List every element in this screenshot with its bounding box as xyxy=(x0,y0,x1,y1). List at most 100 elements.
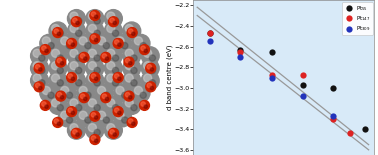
Circle shape xyxy=(98,37,105,45)
Circle shape xyxy=(113,109,132,127)
Circle shape xyxy=(51,62,60,70)
Circle shape xyxy=(104,121,122,139)
Circle shape xyxy=(76,129,82,136)
Circle shape xyxy=(108,128,118,138)
Circle shape xyxy=(146,63,156,73)
Circle shape xyxy=(56,91,66,101)
Circle shape xyxy=(36,83,40,88)
Circle shape xyxy=(88,12,96,20)
Circle shape xyxy=(67,72,85,90)
Circle shape xyxy=(144,49,147,53)
Circle shape xyxy=(79,86,87,95)
Circle shape xyxy=(70,124,78,132)
Circle shape xyxy=(125,24,133,33)
Circle shape xyxy=(61,37,69,45)
Circle shape xyxy=(77,109,94,127)
Circle shape xyxy=(49,72,67,90)
Circle shape xyxy=(51,99,60,107)
Circle shape xyxy=(68,74,73,78)
Circle shape xyxy=(70,49,78,57)
Circle shape xyxy=(57,32,60,35)
Circle shape xyxy=(104,59,122,77)
Circle shape xyxy=(67,73,77,82)
Circle shape xyxy=(135,86,143,95)
Circle shape xyxy=(86,10,104,28)
Pt$_{309}$ xyxy=(269,76,275,79)
Circle shape xyxy=(115,108,119,112)
Circle shape xyxy=(90,34,100,44)
Circle shape xyxy=(79,52,89,62)
Circle shape xyxy=(107,49,115,57)
Circle shape xyxy=(71,43,74,46)
Circle shape xyxy=(127,28,137,38)
Pt$_{147}$ xyxy=(237,50,243,53)
Pt$_{309}$ xyxy=(330,115,336,117)
Circle shape xyxy=(116,37,124,45)
Pt$_{309}$ xyxy=(301,95,307,97)
Circle shape xyxy=(73,18,77,22)
Circle shape xyxy=(76,30,82,36)
Circle shape xyxy=(150,68,154,71)
Circle shape xyxy=(112,55,119,61)
Circle shape xyxy=(60,62,64,65)
Circle shape xyxy=(91,113,96,117)
Pt$_{147}$ xyxy=(207,32,213,34)
Circle shape xyxy=(42,37,50,45)
Circle shape xyxy=(125,49,133,57)
Circle shape xyxy=(149,80,156,86)
Circle shape xyxy=(124,91,134,101)
Circle shape xyxy=(139,45,149,55)
Circle shape xyxy=(125,74,133,82)
Circle shape xyxy=(132,84,150,102)
Circle shape xyxy=(70,62,78,70)
Circle shape xyxy=(125,62,133,70)
Circle shape xyxy=(79,111,87,119)
Circle shape xyxy=(42,86,50,95)
Circle shape xyxy=(144,105,147,108)
Circle shape xyxy=(94,55,100,61)
Circle shape xyxy=(94,18,100,24)
Circle shape xyxy=(85,42,91,49)
Circle shape xyxy=(94,80,100,86)
Circle shape xyxy=(147,65,152,69)
Circle shape xyxy=(95,109,113,127)
Circle shape xyxy=(49,47,67,65)
Circle shape xyxy=(90,135,100,144)
Circle shape xyxy=(39,86,42,90)
Circle shape xyxy=(132,34,150,52)
Circle shape xyxy=(86,121,104,139)
Circle shape xyxy=(81,54,85,58)
Circle shape xyxy=(95,34,113,52)
Circle shape xyxy=(105,57,109,60)
Circle shape xyxy=(132,122,135,125)
Circle shape xyxy=(39,55,45,61)
Legend: Pt$_{55}$, Pt$_{147}$, Pt$_{309}$: Pt$_{55}$, Pt$_{147}$, Pt$_{309}$ xyxy=(342,2,373,35)
Circle shape xyxy=(57,30,64,36)
Circle shape xyxy=(76,80,82,86)
Circle shape xyxy=(123,59,141,77)
Circle shape xyxy=(125,58,130,63)
Circle shape xyxy=(105,97,109,101)
Circle shape xyxy=(88,74,96,82)
Circle shape xyxy=(51,49,60,57)
Circle shape xyxy=(40,34,58,52)
Circle shape xyxy=(67,10,85,28)
Circle shape xyxy=(113,84,132,102)
Circle shape xyxy=(88,99,96,107)
Circle shape xyxy=(94,104,100,111)
Circle shape xyxy=(90,73,100,82)
Circle shape xyxy=(122,92,128,98)
Circle shape xyxy=(141,72,159,90)
Circle shape xyxy=(67,38,77,48)
Circle shape xyxy=(141,46,145,50)
Circle shape xyxy=(88,62,96,70)
Circle shape xyxy=(67,96,85,114)
Circle shape xyxy=(112,67,119,74)
Circle shape xyxy=(91,35,96,40)
Circle shape xyxy=(101,52,111,62)
Circle shape xyxy=(112,30,119,36)
Circle shape xyxy=(86,47,104,65)
Circle shape xyxy=(84,97,87,101)
Circle shape xyxy=(76,67,82,74)
Circle shape xyxy=(73,130,77,134)
